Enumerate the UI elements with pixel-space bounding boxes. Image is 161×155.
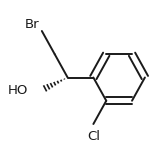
Text: Cl: Cl [87,130,100,143]
Text: Br: Br [25,18,39,31]
Text: HO: HO [8,84,28,97]
